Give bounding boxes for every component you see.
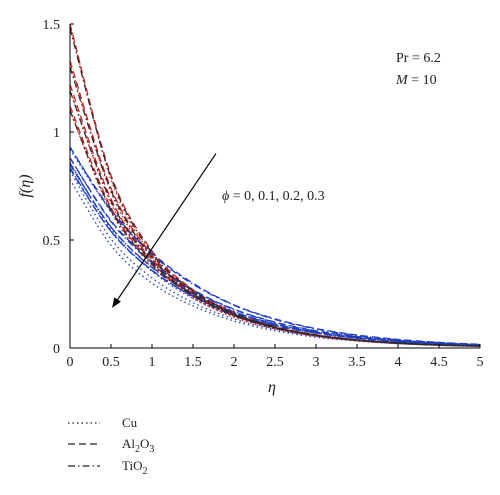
legend-label-cu: Cu	[122, 415, 138, 430]
series-line-al2o3-9	[70, 157, 481, 346]
m-annotation: M = 10	[395, 73, 437, 88]
phi-arrow	[112, 153, 217, 308]
series-line-cu-6	[70, 88, 481, 347]
x-axis-title: η	[268, 379, 276, 396]
y-tick-label: 1.5	[43, 18, 61, 33]
legend-tio2-sub2: 2	[142, 466, 147, 477]
series-line-tio2-23	[70, 110, 481, 347]
y-ticks: 0 0.5 1 1.5	[43, 18, 74, 357]
x-tick-label: 1	[149, 355, 156, 370]
phi-values: = 0, 0.1, 0.2, 0.3	[229, 189, 324, 204]
x-tick-label: 2.5	[266, 355, 284, 370]
series-line-cu-0	[70, 148, 481, 347]
legend-al2o3-o: O	[140, 436, 149, 451]
legend-al2o3-sub2: 2	[135, 444, 140, 455]
y-tick-label: 1	[53, 126, 60, 141]
series-line-cu-3	[70, 179, 481, 348]
y-tick-label: 0.5	[43, 234, 61, 249]
pr-annotation: Pr = 6.2	[396, 51, 441, 66]
series-line-tio2-18	[70, 162, 481, 346]
series-line-al2o3-14	[70, 84, 481, 347]
x-tick-label: 1.5	[184, 355, 202, 370]
series-line-tio2-16	[70, 146, 481, 346]
phi-annotation: ϕ = 0, 0.1, 0.2, 0.3	[222, 189, 325, 204]
series-line-tio2-19	[70, 167, 481, 347]
series-line-tio2-21	[70, 66, 481, 347]
series-line-tio2-17	[70, 157, 481, 346]
x-tick-label: 3	[313, 355, 320, 370]
x-tick-label: 4	[395, 355, 402, 370]
x-tick-label: 5	[477, 355, 484, 370]
x-tick-label: 2	[231, 355, 238, 370]
series-layer	[70, 23, 481, 348]
series-line-al2o3-15	[70, 105, 481, 347]
series-line-cu-4	[70, 23, 481, 347]
m-variable: M	[395, 73, 409, 88]
series-line-al2o3-11	[70, 168, 481, 346]
legend-label-tio2: TiO2	[122, 458, 147, 477]
x-tick-label: 0	[67, 355, 74, 370]
x-tick-label: 0.5	[102, 355, 120, 370]
x-ticks: 0 0.5 1 1.5 2 2.5 3 3.5 4 4.5 5	[67, 344, 484, 370]
legend-label-al2o3: Al2O3	[122, 436, 154, 455]
legend: Cu Al2O3 TiO2	[68, 415, 154, 477]
x-tick-label: 3.5	[348, 355, 366, 370]
legend-al2o3-sub3: 3	[149, 444, 154, 455]
y-axis-title: f(η)	[17, 174, 34, 197]
series-line-tio2-22	[70, 90, 481, 347]
x-tick-label: 4.5	[430, 355, 448, 370]
phi-variable: ϕ	[222, 189, 229, 204]
series-line-cu-5	[70, 62, 481, 347]
m-value: = 10	[408, 73, 437, 88]
legend-tio2-base: TiO	[122, 458, 142, 473]
series-line-al2o3-8	[70, 146, 481, 345]
y-tick-label: 0	[53, 342, 60, 357]
legend-al2o3-al: Al	[122, 436, 135, 451]
